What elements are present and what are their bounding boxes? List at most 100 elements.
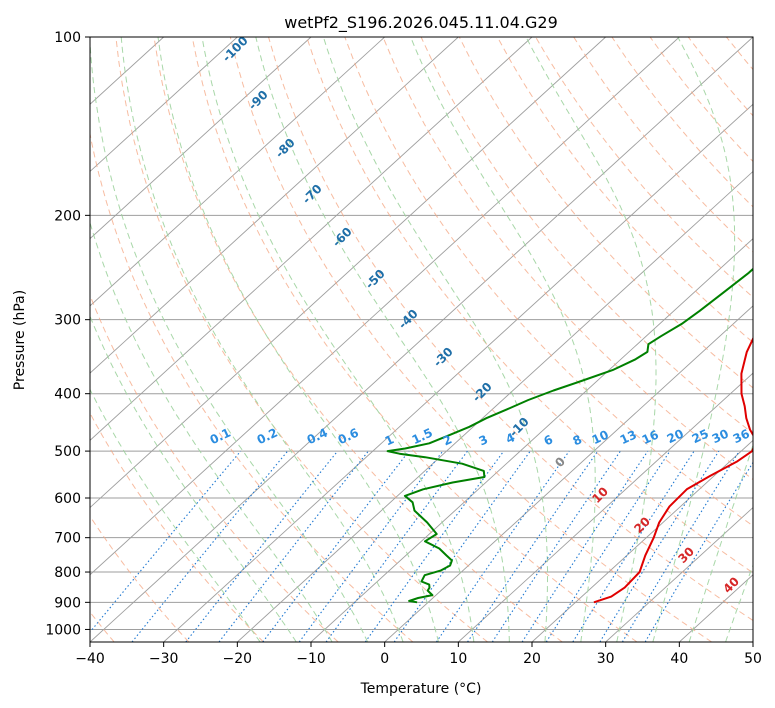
moist-adiabat-line bbox=[322, 37, 548, 642]
mixing-ratio-label: 6 bbox=[542, 432, 555, 448]
mixing-ratio-line bbox=[364, 450, 505, 642]
mixing-ratio-label: 0.6 bbox=[336, 426, 361, 448]
isotherm-line bbox=[90, 37, 312, 240]
moist-adiabat-line bbox=[157, 37, 439, 642]
moist-adiabat-label: 30 bbox=[675, 544, 697, 566]
dry-adiabat-line bbox=[687, 37, 753, 117]
dry-adiabat-line bbox=[115, 37, 488, 642]
mixing-ratio-line bbox=[325, 450, 468, 642]
dry-adiabat-line bbox=[90, 412, 264, 642]
y-tick-label: 300 bbox=[54, 313, 81, 329]
mixing-ratio-line bbox=[545, 450, 671, 642]
plot-frame bbox=[89, 36, 754, 643]
mixing-ratio-label: 3 bbox=[477, 432, 490, 448]
y-tick-label: 700 bbox=[54, 531, 81, 547]
x-tick-label: 0 bbox=[380, 651, 389, 667]
moist-adiabat-line bbox=[410, 37, 596, 642]
moist-adiabat-label: 40 bbox=[720, 574, 742, 596]
mixing-ratio-line bbox=[131, 450, 289, 642]
dry-adiabat-line bbox=[726, 37, 753, 71]
dry-adiabat-line bbox=[268, 37, 753, 622]
mixing-ratio-label: 0.2 bbox=[255, 426, 280, 448]
axis-layer: −40 −30 −20 −10 0 10 20 30 40 5010020030040050060… bbox=[45, 30, 762, 667]
isotherm-line bbox=[163, 103, 753, 642]
dry-adiabat-line bbox=[573, 37, 753, 253]
mixing-ratio-line bbox=[467, 450, 599, 642]
mixing-ratio-label: 0.4 bbox=[305, 426, 330, 448]
mixing-ratio-line bbox=[393, 450, 531, 642]
mixing-ratio-label: 36 bbox=[731, 427, 752, 447]
mixing-ratio-label: 20 bbox=[665, 427, 686, 447]
dry-adiabat-label: -40 bbox=[396, 307, 421, 332]
dry-adiabat-line bbox=[191, 37, 638, 642]
moist-adiabat-line bbox=[652, 37, 736, 642]
moist-adiabat-line bbox=[255, 37, 510, 642]
dry-adiabat-label: -70 bbox=[300, 182, 325, 207]
dry-adiabat-line bbox=[306, 37, 753, 574]
mixing-ratio-label: 13 bbox=[618, 428, 639, 448]
y-tick-label: 500 bbox=[54, 444, 81, 460]
moist-adiabat-line bbox=[120, 37, 404, 642]
data-layer bbox=[386, 267, 753, 604]
isotherm-line bbox=[531, 439, 753, 642]
mixing-ratio-line bbox=[572, 450, 695, 642]
mixing-ratio-label: 25 bbox=[690, 427, 711, 447]
moist-adiabat-line bbox=[725, 563, 753, 642]
isotherm-line bbox=[237, 170, 753, 642]
isotherm-line bbox=[458, 372, 753, 642]
dry-adiabat-label: -100 bbox=[220, 34, 251, 65]
moist-adiabat-line bbox=[201, 37, 475, 642]
mixing-ratio-line bbox=[435, 450, 570, 642]
mixing-ratio-label: 10 bbox=[590, 428, 611, 448]
mixing-ratio-line bbox=[218, 450, 369, 642]
moist-adiabat-label: 10 bbox=[589, 484, 611, 506]
isotherm-line bbox=[752, 641, 753, 642]
x-tick-label: −10 bbox=[296, 651, 326, 667]
moist-adiabat-line bbox=[90, 37, 369, 642]
dry-adiabat-line bbox=[153, 37, 563, 642]
dry-adiabat-label: -90 bbox=[246, 88, 271, 113]
isotherm-line bbox=[90, 37, 385, 307]
isotherm-line bbox=[90, 37, 680, 576]
y-tick-label: 200 bbox=[54, 208, 81, 224]
isotherm-line bbox=[310, 238, 753, 642]
isotherm-line bbox=[90, 37, 753, 642]
isotherm-line bbox=[90, 37, 533, 441]
dry-adiabat-label: -80 bbox=[273, 136, 298, 161]
moist-adiabat-line bbox=[90, 388, 261, 642]
mixing-ratio-label: 8 bbox=[571, 432, 584, 448]
x-tick-label: 10 bbox=[449, 651, 467, 667]
x-tick-label: 20 bbox=[523, 651, 541, 667]
dry-adiabat-line bbox=[90, 515, 190, 642]
mixing-ratio-line bbox=[599, 450, 720, 642]
mixing-ratio-line bbox=[621, 450, 740, 642]
mixing-ratio-line bbox=[90, 450, 242, 633]
dry-adiabat-line bbox=[420, 37, 753, 435]
moist-adiabat-line bbox=[525, 37, 657, 642]
moist-adiabat-line bbox=[90, 314, 297, 642]
mixing-ratio-label: 16 bbox=[640, 428, 661, 448]
y-tick-label: 1000 bbox=[45, 622, 81, 638]
grid-layer bbox=[90, 37, 753, 642]
dry-adiabat-line bbox=[90, 131, 414, 642]
mixing-ratio-line bbox=[521, 450, 649, 642]
dry-adiabat-line bbox=[535, 37, 753, 298]
y-tick-label: 400 bbox=[54, 387, 81, 403]
y-tick-label: 900 bbox=[54, 595, 81, 611]
y-axis-title: Pressure (hPa) bbox=[12, 290, 28, 390]
y-tick-label: 600 bbox=[54, 491, 81, 507]
dry-adiabat-line bbox=[229, 37, 712, 642]
moist-adiabat-label: 0 bbox=[552, 454, 568, 470]
dry-adiabat-line bbox=[649, 37, 753, 163]
mixing-ratio-label: 0.1 bbox=[208, 426, 233, 448]
dry-adiabat-label: -50 bbox=[363, 267, 388, 292]
mixing-ratio-line bbox=[491, 450, 621, 642]
moist-adiabat-label: 20 bbox=[631, 514, 653, 536]
dry-adiabat-label: -60 bbox=[330, 225, 355, 250]
isotherm-line bbox=[90, 37, 606, 509]
x-tick-label: 50 bbox=[744, 651, 762, 667]
dry-adiabat-line bbox=[496, 37, 753, 344]
isotherm-line bbox=[384, 305, 753, 642]
dry-adiabat-line bbox=[344, 37, 753, 527]
